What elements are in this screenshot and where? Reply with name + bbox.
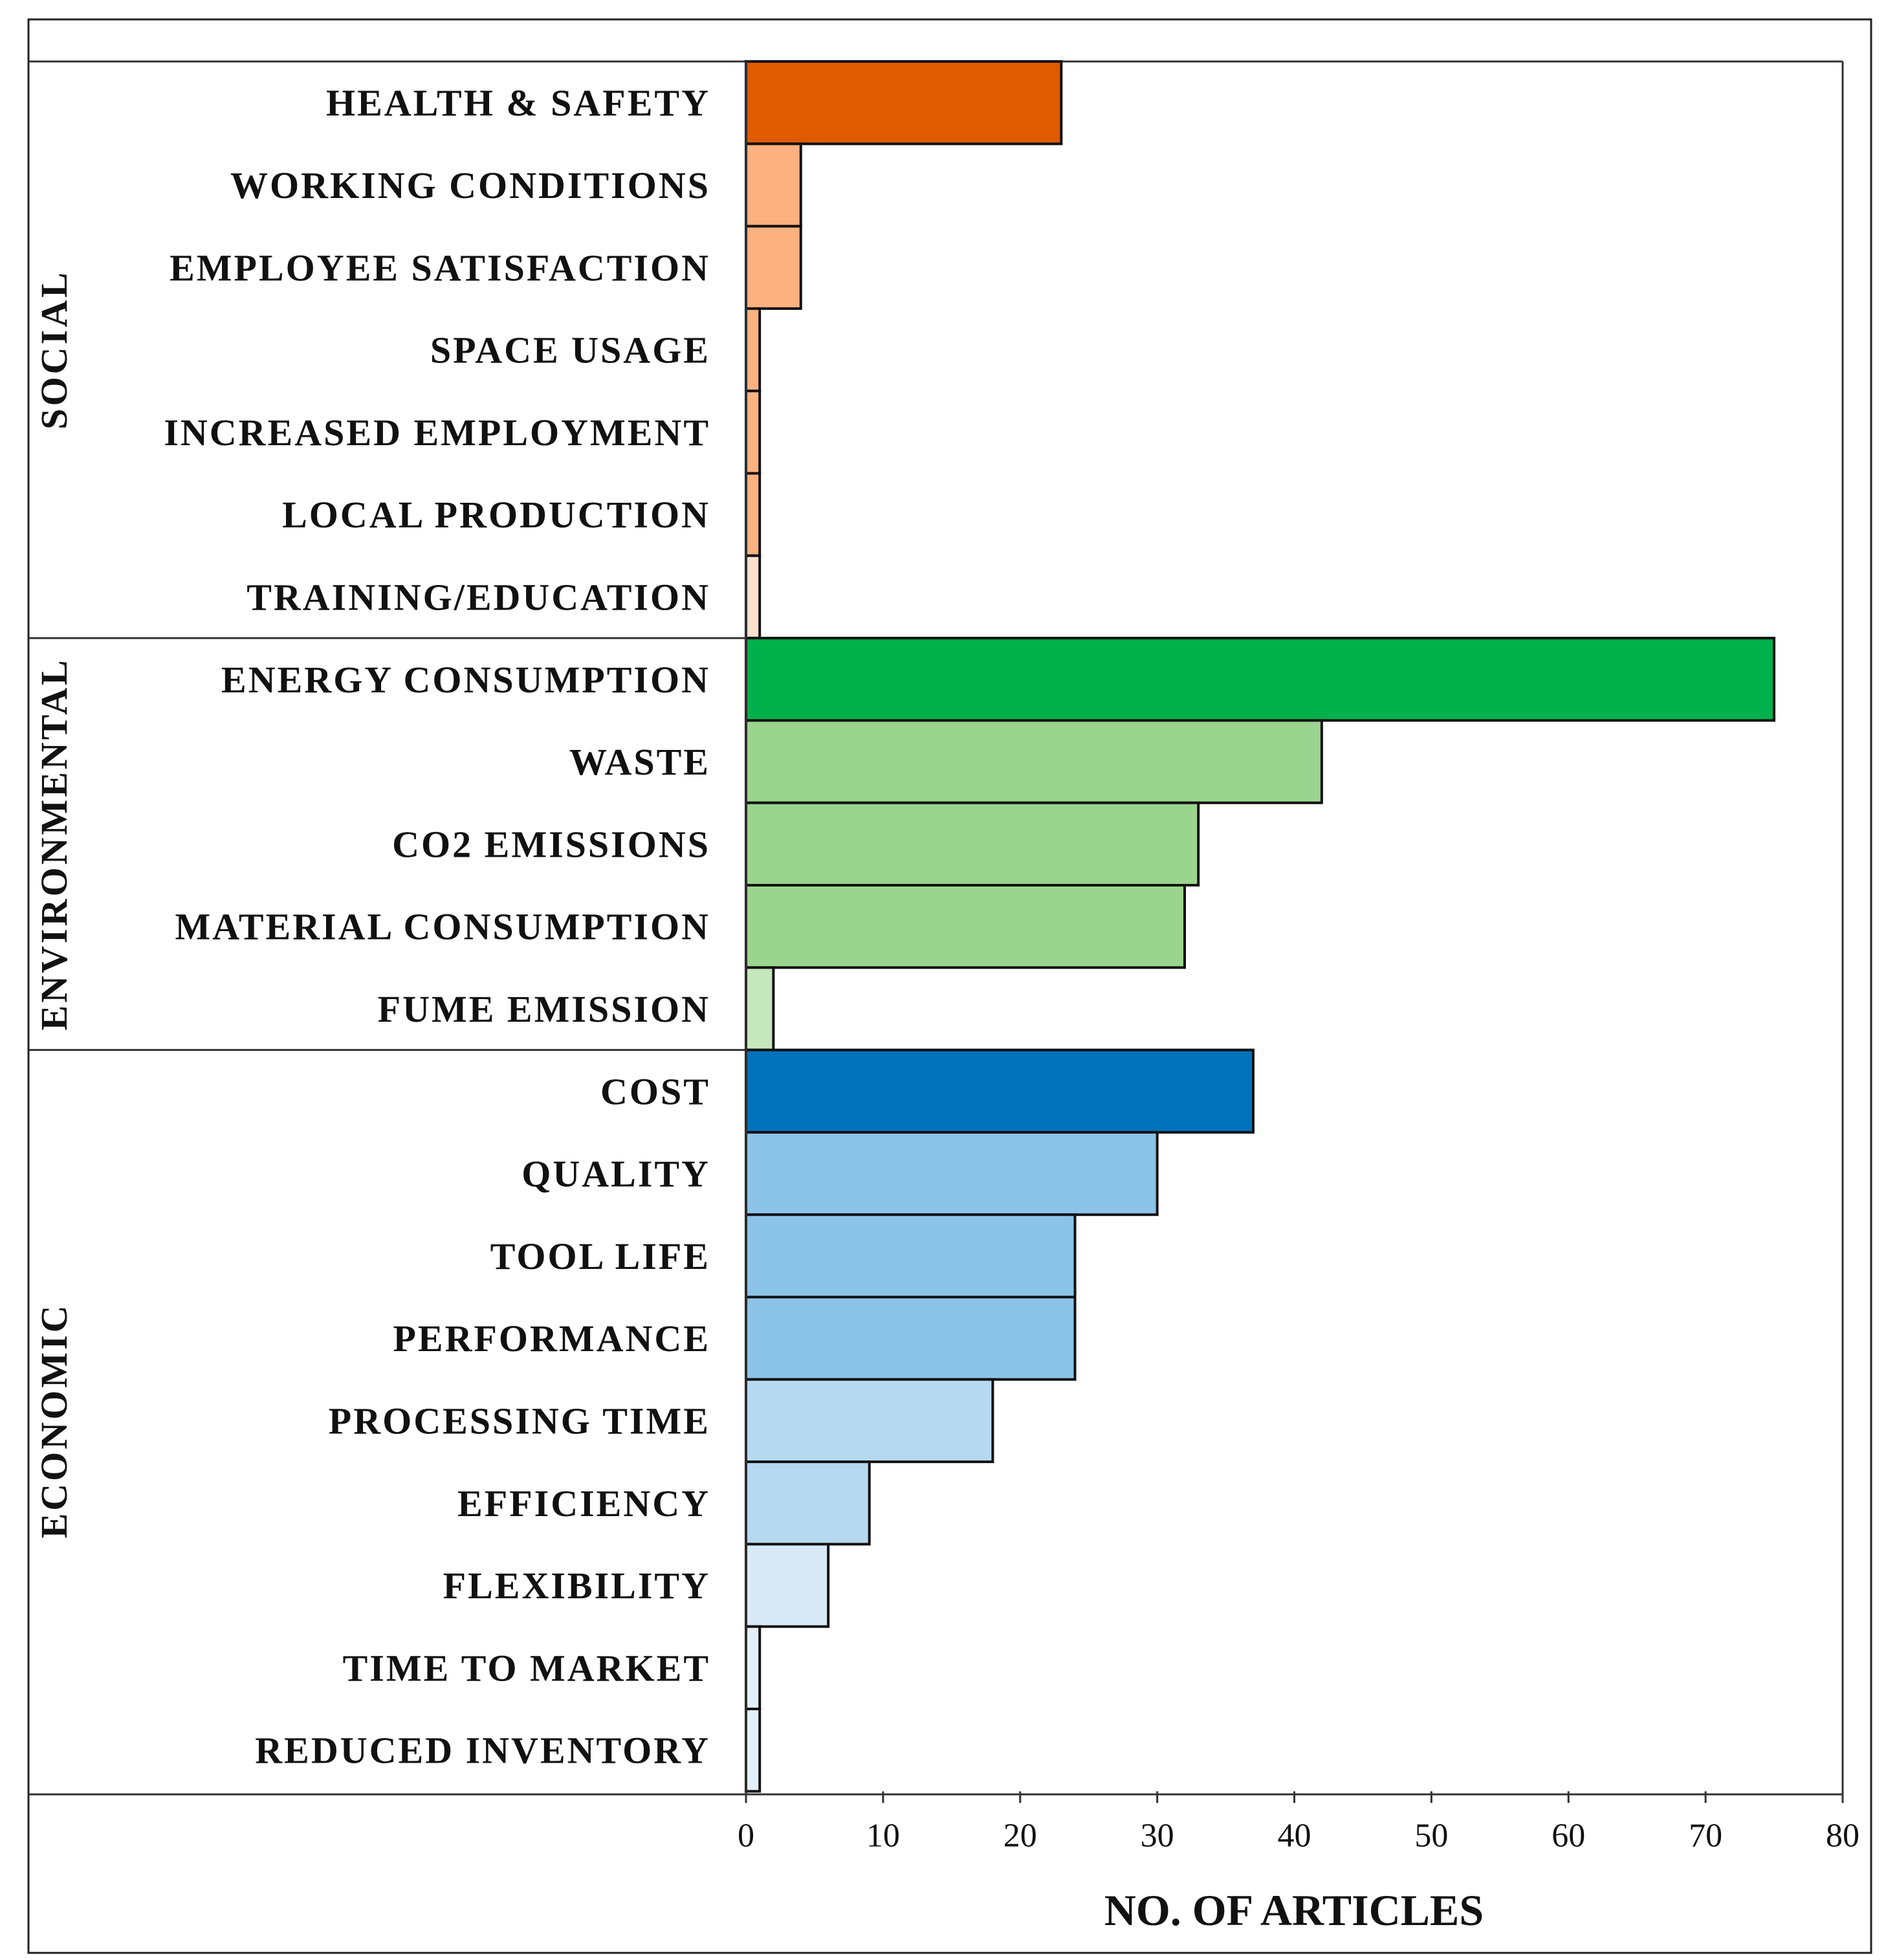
- bar-quality: [745, 1130, 1159, 1217]
- category-label: SPACE USAGE: [430, 329, 710, 371]
- x-tick-label: 10: [866, 1817, 900, 1854]
- bars-layer: [745, 60, 1776, 1793]
- x-tick-label: 80: [1826, 1817, 1859, 1854]
- category-label: TOOL LIFE: [490, 1235, 710, 1277]
- group-dividers-layer: [28, 637, 746, 1052]
- x-tick-label: 50: [1414, 1817, 1448, 1854]
- bar-waste: [745, 719, 1323, 804]
- category-label: TRAINING/EDUCATION: [247, 576, 710, 618]
- outer-frame: [27, 18, 1872, 1954]
- bar-processing-time: [745, 1378, 994, 1464]
- category-label: QUALITY: [521, 1153, 710, 1195]
- bar-flexibility: [745, 1543, 830, 1628]
- bar-reduced-inventory: [745, 1708, 762, 1793]
- bar-employee-satisfaction: [745, 225, 802, 310]
- category-label: WORKING CONDITIONS: [230, 164, 710, 206]
- category-label: PROCESSING TIME: [329, 1400, 710, 1442]
- category-label: EFFICIENCY: [457, 1482, 710, 1525]
- x-tick-label: 40: [1278, 1817, 1311, 1854]
- category-label: LOCAL PRODUCTION: [282, 494, 710, 536]
- bar-local-production: [745, 472, 762, 557]
- category-labels-layer: HEALTH & SAFETY WORKING CONDITIONS EMPLOYE…: [33, 82, 710, 1772]
- bar-increased-employment: [745, 390, 762, 475]
- bar-material-consumption: [745, 884, 1186, 969]
- x-tick-label: 0: [738, 1817, 754, 1854]
- x-tick-label: 70: [1689, 1817, 1722, 1854]
- group-label-social: SOCIAL: [33, 270, 75, 429]
- bar-time-to-market: [745, 1625, 762, 1710]
- bar-training-education: [745, 554, 762, 640]
- x-axis-title: NO. OF ARTICLES: [1104, 1886, 1484, 1935]
- bar-cost: [745, 1048, 1255, 1134]
- category-label: COST: [600, 1070, 710, 1112]
- bar-tool-life: [745, 1213, 1077, 1299]
- bar-performance: [745, 1295, 1077, 1381]
- bar-efficiency: [745, 1460, 871, 1546]
- category-label: FUME EMISSION: [378, 988, 710, 1030]
- category-label: ENERGY CONSUMPTION: [221, 659, 710, 701]
- x-tick-label: 30: [1141, 1817, 1174, 1854]
- group-label-environmental: ENVIRONMENTAL: [33, 657, 75, 1030]
- bar-fume-emission: [745, 966, 775, 1052]
- x-tick-label: 60: [1552, 1817, 1585, 1854]
- group-label-economic: ECONOMIC: [33, 1303, 75, 1539]
- category-label: MATERIAL CONSUMPTION: [175, 906, 710, 948]
- category-label: WASTE: [569, 741, 710, 783]
- bar-working-conditions: [745, 142, 802, 228]
- category-label: CO2 EMISSIONS: [392, 823, 710, 865]
- x-axis: 0 10 20 30 40 50 60 70 80: [738, 61, 1859, 1854]
- bar-co2-emissions: [745, 801, 1200, 886]
- category-label: FLEXIBILITY: [443, 1565, 710, 1607]
- x-tick-label: 20: [1003, 1817, 1037, 1854]
- bar-health-safety: [745, 60, 1063, 146]
- bar-space-usage: [745, 307, 762, 393]
- category-label: INCREASED EMPLOYMENT: [164, 412, 710, 454]
- category-label: REDUCED INVENTORY: [255, 1730, 710, 1772]
- bar-energy-consumption: [745, 637, 1776, 722]
- category-label: PERFORMANCE: [393, 1317, 710, 1360]
- category-label: HEALTH & SAFETY: [326, 82, 710, 124]
- category-label: TIME TO MARKET: [343, 1647, 710, 1689]
- category-label: EMPLOYEE SATISFACTION: [170, 247, 710, 289]
